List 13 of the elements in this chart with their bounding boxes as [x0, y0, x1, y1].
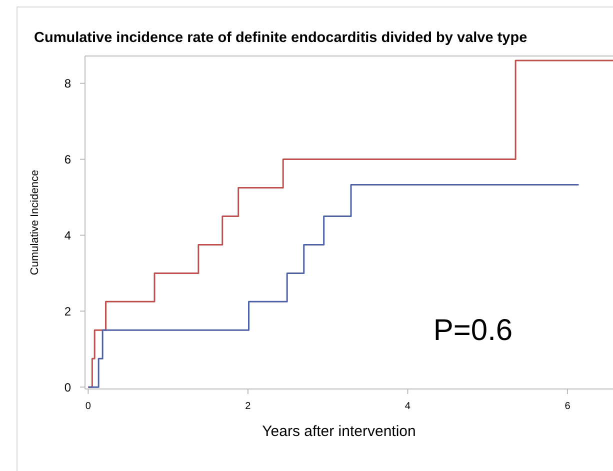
x-tick-label: 6: [564, 401, 571, 412]
y-axis-title: Cumulative Incidence: [29, 170, 41, 276]
chart-title: Cumulative incidence rate of definite endocarditis divided by valve type: [34, 30, 528, 46]
y-tick-label: 8: [64, 76, 72, 91]
annotation: P=0.6: [433, 314, 513, 347]
y-tick-label: 0: [64, 380, 72, 394]
y-tick-label: 2: [64, 304, 72, 318]
y-tick-label: 6: [64, 152, 72, 166]
x-tick-label: 4: [404, 401, 411, 412]
x-axis-title: Years after intervention: [262, 423, 416, 440]
x-tick-label: 2: [245, 401, 252, 412]
x-tick-label: 0: [85, 401, 92, 412]
y-tick-label: 4: [64, 228, 72, 242]
